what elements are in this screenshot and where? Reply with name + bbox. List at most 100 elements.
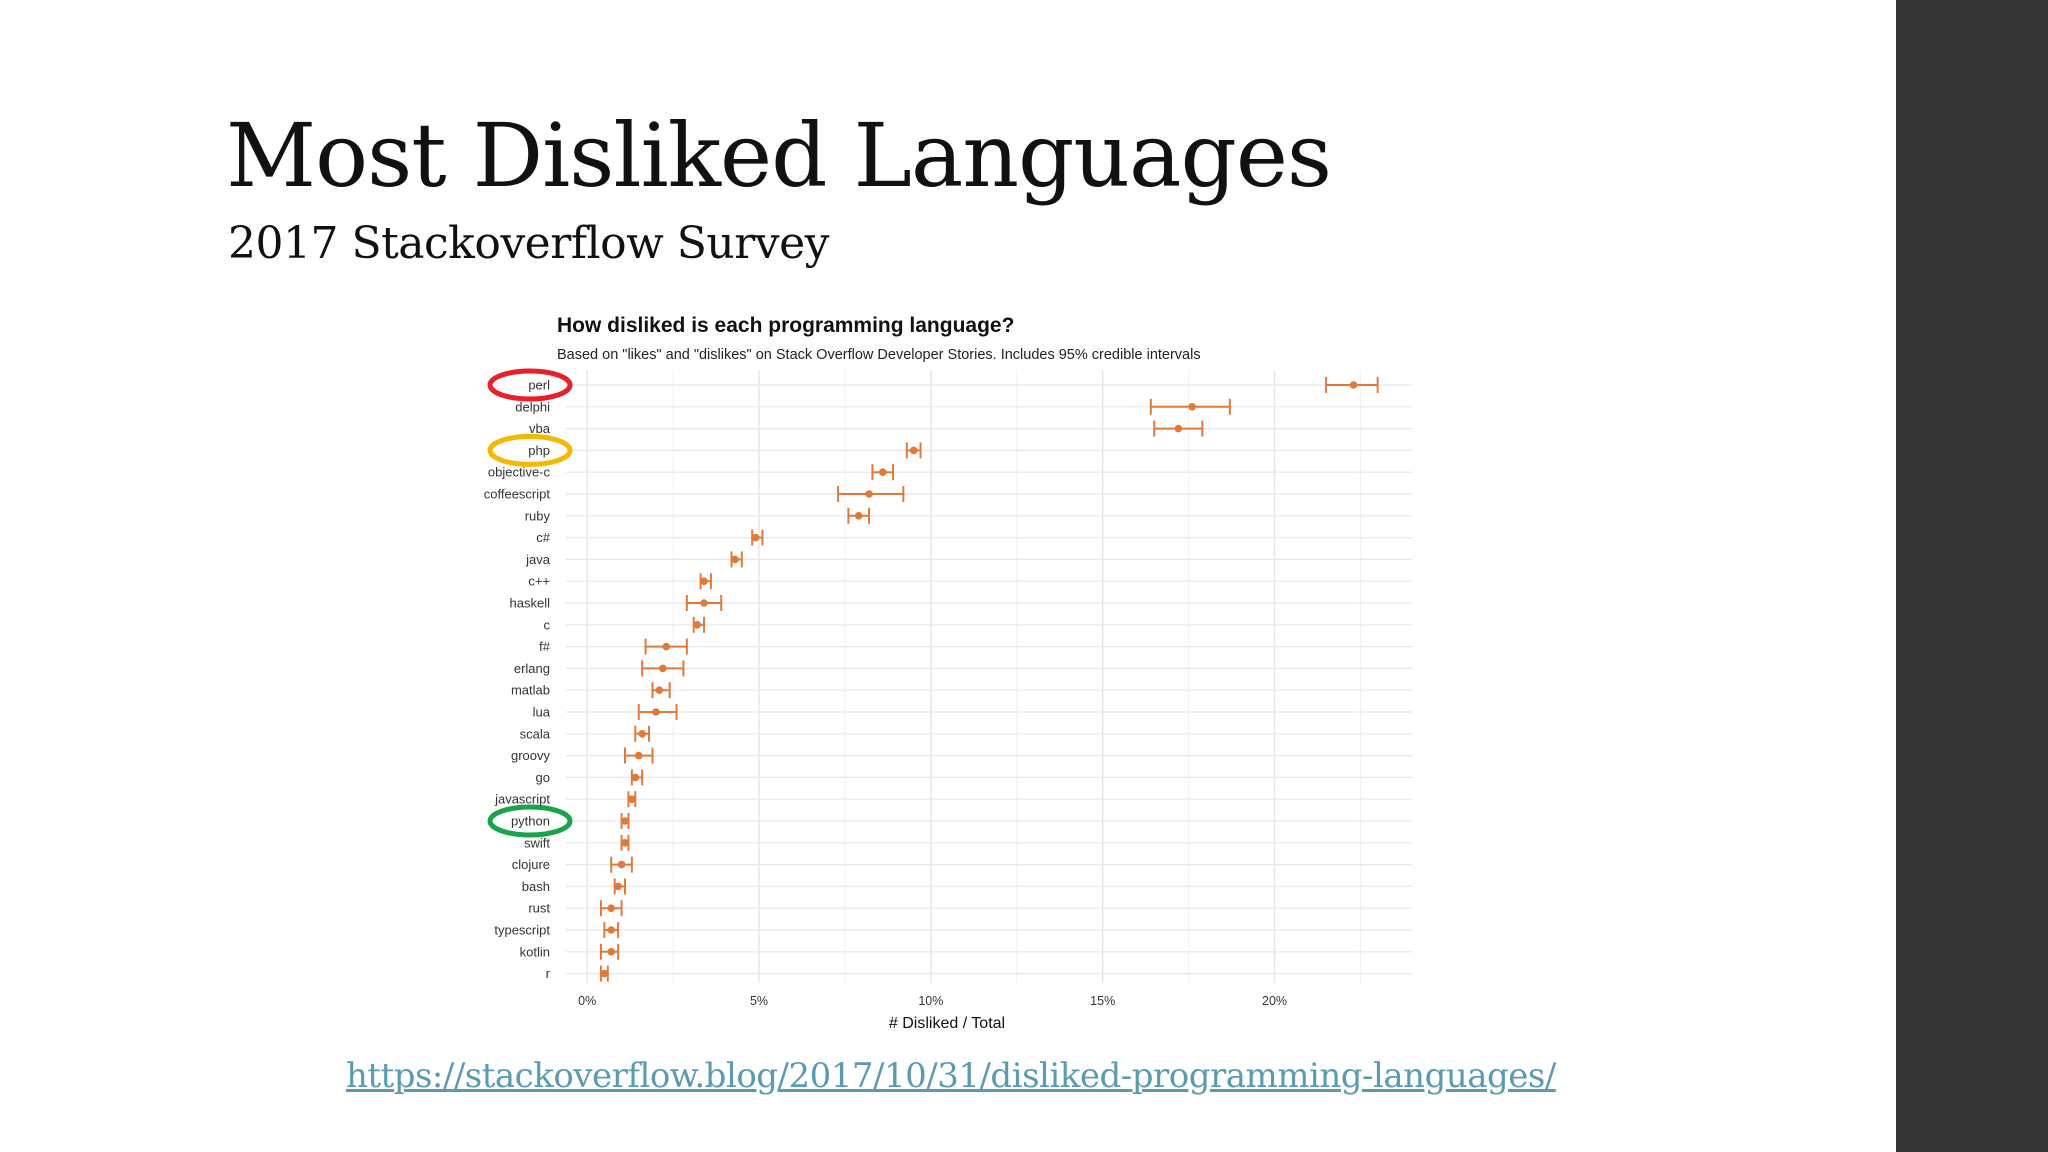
category-label-cplusplus: c++: [528, 574, 550, 589]
data-point: [638, 730, 646, 738]
data-point: [700, 599, 708, 607]
data-point: [865, 490, 873, 498]
mark-haskell: [685, 595, 723, 611]
category-label-haskell: haskell: [510, 596, 551, 611]
data-point: [751, 533, 760, 542]
data-point: [621, 839, 629, 847]
data-point: [634, 751, 643, 760]
mark-vba: [1153, 420, 1204, 437]
highlight-ellipse-php: [487, 433, 573, 467]
data-point: [1349, 381, 1358, 389]
data-point: [628, 795, 636, 803]
mark-go: [630, 769, 644, 786]
data-point: [614, 882, 622, 891]
x-axis-label: # Disliked / Total: [889, 1015, 1005, 1032]
data-point: [1174, 424, 1183, 433]
data-point: [731, 555, 739, 564]
category-label-kotlin: kotlin: [520, 944, 550, 959]
mark-ruby: [847, 507, 870, 524]
mark-python: [620, 813, 630, 829]
category-label-erlang: erlang: [514, 661, 550, 676]
data-marks: [599, 377, 1379, 982]
category-label-php: php: [528, 443, 550, 458]
category-label-c: c: [544, 617, 551, 632]
category-label-matlab: matlab: [511, 683, 550, 698]
mark-lua: [637, 704, 678, 720]
mark-javascript: [627, 791, 637, 808]
x-tick-label: 15%: [1090, 994, 1115, 1008]
mark-cplusplus: [699, 573, 712, 590]
mark-matlab: [651, 682, 671, 699]
right-sidebar-band: [1896, 0, 2048, 1152]
mark-c: [692, 616, 706, 633]
dislike-chart: How disliked is each programming languag…: [484, 314, 1412, 1032]
highlight-layer: [487, 368, 573, 838]
category-label-typescript: typescript: [494, 923, 550, 938]
category-labels: perl delphi vba php objective-c coffeescript r…: [484, 378, 551, 982]
category-label-csharp: c#: [536, 530, 551, 545]
x-tick-label: 10%: [918, 994, 943, 1008]
x-tick-label: 5%: [750, 994, 768, 1008]
category-label-scala: scala: [520, 726, 551, 741]
mark-php: [905, 442, 922, 459]
data-point: [607, 926, 616, 934]
data-point: [854, 512, 863, 520]
category-label-java: java: [525, 552, 551, 567]
category-label-ruby: ruby: [525, 508, 551, 523]
data-point: [652, 708, 660, 716]
category-label-r: r: [546, 966, 551, 981]
category-label-javascript: javascript: [494, 792, 550, 807]
data-point: [693, 621, 701, 629]
mark-coffeescript: [837, 486, 905, 502]
mark-rust: [599, 900, 623, 917]
category-label-go: go: [536, 770, 550, 785]
data-point: [617, 860, 626, 869]
category-label-vba: vba: [529, 421, 551, 436]
chart-subtitle: Based on "likes" and "dislikes" on Stack…: [557, 347, 1201, 363]
mark-r: [599, 965, 609, 982]
mark-objective-c: [871, 464, 895, 481]
mark-fsharp: [644, 638, 688, 655]
category-label-lua: lua: [533, 705, 551, 720]
category-label-clojure: clojure: [512, 857, 550, 872]
data-point: [607, 948, 616, 956]
data-point: [662, 642, 671, 651]
category-label-fsharp: f#: [539, 639, 551, 654]
category-label-objective-c: objective-c: [488, 465, 551, 480]
category-label-perl: perl: [528, 378, 550, 393]
data-point: [621, 817, 629, 825]
mark-delphi: [1149, 398, 1231, 415]
data-point: [1188, 403, 1196, 411]
mark-bash: [613, 878, 626, 895]
data-point: [631, 773, 640, 782]
category-label-bash: bash: [522, 879, 550, 894]
data-point: [600, 969, 609, 978]
category-label-swift: swift: [524, 835, 550, 850]
mark-java: [730, 551, 743, 568]
highlight-ellipse-perl: [487, 368, 573, 402]
data-point: [658, 664, 667, 673]
x-tick-label: 0%: [578, 994, 596, 1008]
highlight-ellipse-python: [487, 804, 573, 838]
data-point: [909, 446, 918, 455]
mark-csharp: [751, 529, 764, 546]
data-point: [655, 686, 664, 694]
data-point: [700, 577, 708, 585]
mark-swift: [620, 834, 630, 851]
slide-subtitle: 2017 Stackoverflow Survey: [228, 218, 830, 269]
category-label-python: python: [511, 814, 550, 829]
x-tick-label: 20%: [1262, 994, 1287, 1008]
data-point: [607, 904, 616, 912]
mark-perl: [1325, 377, 1379, 393]
category-label-coffeescript: coffeescript: [484, 487, 551, 502]
slide-title: Most Disliked Languages: [226, 104, 1332, 207]
source-link[interactable]: https://stackoverflow.blog/2017/10/31/di…: [346, 1056, 1556, 1096]
chart-title: How disliked is each programming languag…: [557, 314, 1014, 337]
grid-layer: [566, 370, 1412, 983]
data-point: [878, 468, 887, 476]
mark-scala: [634, 725, 651, 742]
mark-clojure: [610, 856, 633, 873]
mark-erlang: [641, 660, 685, 677]
category-label-groovy: groovy: [511, 748, 551, 763]
x-tick-labels: 0% 5% 10% 15% 20%: [578, 994, 1287, 1008]
